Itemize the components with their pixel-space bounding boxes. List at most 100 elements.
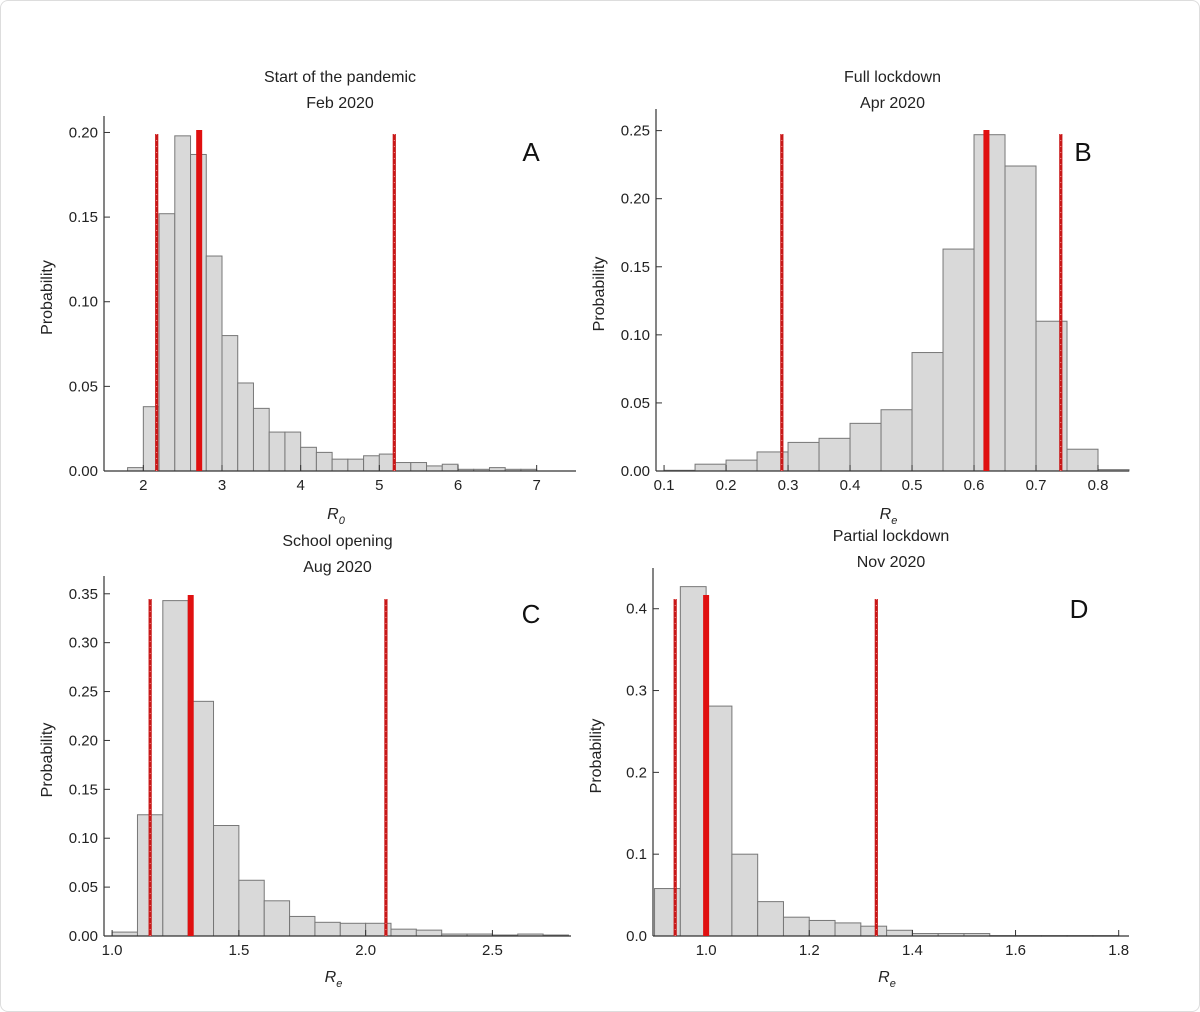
panel-subtitle: Feb 2020 — [306, 95, 374, 112]
y-tick-label: 0.0 — [626, 928, 647, 945]
histogram-bar — [725, 459, 758, 472]
x-label-subscript: e — [891, 515, 897, 527]
x-tick-label: 6 — [454, 477, 462, 494]
x-label-base: R — [325, 969, 337, 986]
histogram-bar — [363, 455, 380, 472]
x-tick-label: 0.7 — [1026, 477, 1047, 494]
panel-subtitle: Nov 2020 — [857, 554, 926, 571]
x-tick-label: 2.5 — [482, 942, 503, 959]
x-tick-label: 1.4 — [902, 942, 923, 959]
x-axis-label: Re — [325, 969, 343, 990]
histogram-bar — [174, 135, 192, 472]
histogram-bar — [238, 879, 265, 937]
panel-title: Start of the pandemic — [264, 69, 416, 86]
x-label-subscript: e — [890, 978, 896, 990]
y-tick-label: 0.05 — [69, 879, 98, 896]
histogram-bar — [390, 928, 417, 937]
y-tick-label: 0.15 — [621, 259, 650, 276]
panel-letter: A — [522, 137, 540, 167]
panel-letter: C — [522, 599, 541, 629]
y-tick-label: 0.10 — [69, 294, 98, 311]
x-axis-label: Re — [878, 969, 896, 990]
y-tick-label: 0.15 — [69, 209, 98, 226]
histogram-bar — [394, 462, 412, 472]
y-tick-label: 0.25 — [69, 684, 98, 701]
histogram-bar — [787, 441, 820, 472]
y-axis-label: Probability — [39, 723, 56, 798]
y-tick-label: 0.2 — [626, 764, 647, 781]
x-tick-label: 2.0 — [355, 942, 376, 959]
y-tick-label: 0.35 — [69, 586, 98, 603]
histogram-bar — [880, 409, 913, 472]
x-tick-label: 1.6 — [1005, 942, 1026, 959]
x-tick-label: 4 — [296, 477, 304, 494]
histogram-bar — [808, 919, 836, 937]
x-tick-label: 1.0 — [696, 942, 717, 959]
x-tick-label: 1.8 — [1108, 942, 1129, 959]
histogram-bar — [213, 825, 240, 937]
x-tick-label: 0.4 — [840, 477, 861, 494]
x-tick-label: 1.0 — [102, 942, 123, 959]
histogram-bar — [818, 437, 851, 472]
x-label-base: R — [327, 506, 339, 523]
y-tick-label: 0.1 — [626, 846, 647, 863]
histogram-bar — [284, 431, 302, 472]
panel-title: Partial lockdown — [833, 528, 950, 545]
y-axis-label: Probability — [39, 260, 56, 335]
histogram-bar — [162, 600, 189, 937]
histogram-bar — [410, 462, 428, 472]
x-label-subscript: 0 — [339, 515, 346, 527]
x-tick-label: 5 — [375, 477, 383, 494]
panel-c: School opening Aug 2020 1.0 1.5 2.0 2.5 0.00 0.… — [39, 533, 571, 990]
x-tick-label: 0.8 — [1088, 477, 1109, 494]
panel-letter: B — [1074, 137, 1091, 167]
y-tick-label: 0.10 — [69, 830, 98, 847]
x-tick-label: 0.5 — [902, 477, 923, 494]
y-tick-label: 0.20 — [69, 732, 98, 749]
histogram-bar — [942, 248, 975, 472]
x-tick-label: 0.2 — [716, 477, 737, 494]
panel-title: School opening — [282, 533, 392, 550]
histogram-bar — [679, 586, 707, 937]
panel-subtitle: Apr 2020 — [860, 95, 925, 112]
panel-a: Start of the pandemic Feb 2020 2 3 4 5 6 7 0.00 0… — [39, 69, 576, 527]
x-axis-label: Re — [880, 506, 898, 527]
x-tick-label: 3 — [218, 477, 226, 494]
histogram-bar — [205, 255, 223, 472]
x-tick-label: 1.5 — [228, 942, 249, 959]
histogram-bar — [860, 925, 888, 937]
y-axis-label: Probability — [591, 257, 608, 332]
histogram-bar — [314, 921, 341, 937]
histogram-bar — [300, 446, 317, 472]
panel-letter: D — [1070, 594, 1089, 624]
y-tick-label: 0.05 — [69, 378, 98, 395]
histogram-bar — [263, 900, 291, 937]
histogram-bar — [315, 451, 333, 472]
x-axis-label: R0 — [327, 506, 346, 527]
x-label-base: R — [878, 969, 890, 986]
x-tick-label: 0.1 — [654, 477, 675, 494]
histogram-bar — [782, 916, 810, 937]
x-tick-label: 0.3 — [778, 477, 799, 494]
panel-title: Full lockdown — [844, 69, 941, 86]
y-tick-label: 0.20 — [621, 191, 650, 208]
y-tick-label: 0.4 — [626, 601, 647, 618]
histogram-bar — [237, 382, 254, 472]
histogram-bar — [347, 458, 365, 472]
x-tick-label: 2 — [139, 477, 147, 494]
histogram-bar — [252, 407, 270, 472]
histogram-bar — [441, 463, 459, 472]
x-tick-label: 1.2 — [799, 942, 820, 959]
x-tick-label: 7 — [532, 477, 540, 494]
histogram-bar — [268, 431, 286, 472]
y-axis-label: Probability — [588, 719, 605, 794]
histogram-bar — [339, 922, 367, 937]
y-tick-label: 0.05 — [621, 395, 650, 412]
histogram-bar — [973, 134, 1006, 472]
y-tick-label: 0.30 — [69, 635, 98, 652]
histogram-bar — [886, 929, 913, 937]
y-tick-label: 0.00 — [621, 463, 650, 480]
y-tick-label: 0.25 — [621, 123, 650, 140]
